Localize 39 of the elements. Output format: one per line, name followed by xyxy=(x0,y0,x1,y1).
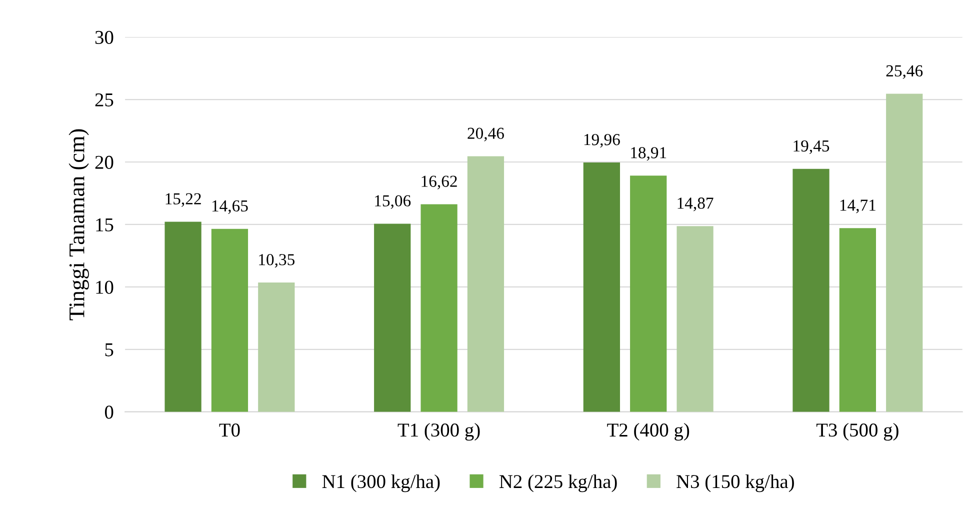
data-label: 19,96 xyxy=(584,134,620,148)
y-tick-label: 5 xyxy=(105,343,114,356)
x-tick-label: T2 (400 g) xyxy=(607,422,690,441)
bar xyxy=(886,94,923,412)
legend-label: N3 (150 kg/ha) xyxy=(676,474,794,492)
y-tick-label: 20 xyxy=(95,156,114,169)
bar xyxy=(420,204,458,412)
bar xyxy=(583,162,620,412)
y-tick-label: 25 xyxy=(95,93,114,106)
bar xyxy=(374,224,411,412)
x-tick-label: T0 xyxy=(219,424,240,437)
bar xyxy=(630,176,667,412)
legend-label: N1 (300 kg/ha) xyxy=(322,474,440,492)
data-label: 10,35 xyxy=(259,254,294,268)
y-tick-label: 10 xyxy=(96,280,114,294)
y-axis-title: Tinggi Tanaman (cm) xyxy=(68,129,89,320)
y-tick-label: 15 xyxy=(96,218,114,232)
data-label: 18,91 xyxy=(631,147,666,161)
data-label: 25,46 xyxy=(886,65,923,79)
data-label: 14,65 xyxy=(212,200,248,214)
bar xyxy=(164,222,202,412)
bar xyxy=(258,282,295,412)
y-tick-label: 30 xyxy=(95,30,114,44)
data-label: 19,45 xyxy=(794,140,830,154)
data-label: 16,62 xyxy=(422,176,457,190)
x-tick-label: T1 (300 g) xyxy=(398,422,480,441)
bar xyxy=(792,168,830,412)
bar xyxy=(211,228,248,412)
legend-label: N2 (225 kg/ha) xyxy=(499,474,617,492)
data-label: 14,71 xyxy=(840,200,876,214)
bar xyxy=(467,156,504,412)
data-label: 15,06 xyxy=(375,195,411,209)
x-tick-label: T3 (500 g) xyxy=(816,422,898,441)
data-label: 15,22 xyxy=(166,193,201,207)
data-label: 20,46 xyxy=(468,128,504,142)
data-label: 14,87 xyxy=(678,198,714,212)
y-tick-label: 0 xyxy=(104,406,114,419)
bar xyxy=(676,226,714,412)
bar xyxy=(839,228,876,412)
